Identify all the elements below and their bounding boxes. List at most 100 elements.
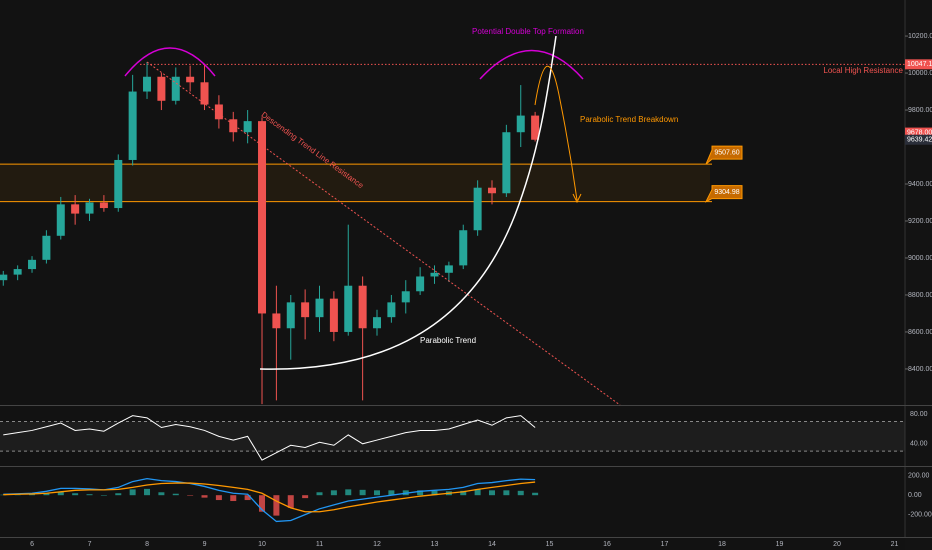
candle-body (416, 276, 425, 292)
macd-histogram-bar (187, 495, 194, 496)
y-tick-label: 8800.00 (908, 292, 932, 299)
y-tick-label: 10000.00 (908, 70, 932, 77)
candle-body (28, 259, 37, 270)
macd-macd-line (3, 478, 536, 523)
macd-histogram-bar (215, 495, 222, 501)
price-label: 9678.00 (907, 129, 932, 136)
candle-body (329, 298, 338, 332)
macd-histogram-bar (172, 493, 179, 496)
breakdown-curve (534, 65, 578, 201)
y-tick-label: 9000.00 (908, 255, 932, 262)
x-tick-label: 18 (718, 541, 726, 548)
macd-histogram-bar (316, 492, 323, 496)
candle-body (531, 115, 540, 140)
macd-histogram-bar (72, 493, 79, 496)
macd-histogram-bar (230, 495, 237, 502)
x-tick-label: 16 (603, 541, 611, 548)
rsi-tick-label: 80.00 (910, 411, 928, 418)
macd-histogram-bar (144, 488, 151, 496)
candle-body (516, 115, 525, 133)
labels-layer: 8400.008600.008800.009000.009200.009400.… (30, 33, 932, 548)
price-axis-area (905, 0, 932, 550)
macd-histogram-bar (517, 490, 524, 496)
price-tag (905, 127, 932, 138)
macd-histogram-bar (417, 490, 424, 496)
double-top-arc (124, 47, 216, 77)
macd-signal-line (3, 481, 536, 513)
annotation: Potential Double Top Formation (472, 27, 584, 36)
macd-histogram-bar (287, 495, 294, 508)
candle-body (243, 121, 252, 133)
macd-tick-label: 200.00 (908, 473, 930, 480)
macd-histogram-bar (14, 494, 21, 496)
rsi-line (3, 415, 536, 461)
rsi-tick-label: 40.00 (910, 441, 928, 448)
x-tick-label: 10 (258, 541, 266, 548)
level-label: 9507.60 (714, 149, 739, 156)
resistance-tag (905, 59, 932, 70)
level-label: 9304.98 (714, 189, 739, 196)
macd-histogram-bar (115, 493, 122, 496)
macd-histogram-bar (273, 495, 280, 516)
x-tick-label: 11 (316, 541, 323, 548)
y-tick-label: 8400.00 (908, 366, 932, 373)
macd-histogram-bar (100, 495, 107, 496)
x-tick-label: 8 (145, 541, 149, 548)
macd-histogram-bar (244, 495, 251, 501)
candle-body (71, 204, 80, 214)
price-label: 9639.42 (907, 137, 932, 144)
x-tick-label: 15 (546, 541, 554, 548)
macd-tick-label: 0.00 (908, 492, 922, 499)
macd-histogram-bar (57, 491, 64, 496)
double-top-arc (479, 49, 584, 80)
x-tick-label: 14 (488, 541, 496, 548)
macd-histogram-bar (302, 495, 309, 499)
macd-histogram-bar (532, 492, 539, 496)
macd-histogram-bar (158, 492, 165, 496)
candle-body (128, 91, 137, 160)
macd-histogram-bar (374, 490, 381, 496)
candle-body (214, 104, 223, 120)
macd-histogram-bar (0, 494, 7, 496)
x-tick-label: 6 (30, 541, 34, 548)
candle-body (301, 302, 310, 318)
annotation: Parabolic Trend Breakdown (580, 115, 678, 124)
resistance-label: 10047.16 (907, 61, 932, 68)
macd-histogram-bar (259, 495, 266, 512)
candle-body (157, 76, 166, 101)
candle-body (114, 159, 123, 209)
x-tick-label: 17 (661, 541, 669, 548)
macd-histogram-bar (29, 494, 36, 496)
candle-body (42, 235, 51, 260)
x-tick-label: 7 (88, 541, 92, 548)
candle-body (258, 121, 267, 314)
x-tick-label: 9 (203, 541, 207, 548)
price-tag (905, 134, 932, 145)
x-tick-label: 13 (431, 541, 439, 548)
candle-body (459, 230, 468, 266)
macd-histogram-bar (129, 489, 136, 496)
x-tick-label: 12 (373, 541, 381, 548)
y-tick-label: 8600.00 (908, 329, 932, 336)
candle-body (229, 119, 238, 133)
candle-body (0, 274, 8, 281)
annotation: Parabolic Trend (420, 336, 476, 345)
descending-trend-line (146, 61, 621, 406)
candle-body (430, 272, 439, 277)
macd-histogram-bar (359, 489, 366, 496)
candle-body (315, 298, 324, 318)
x-tick-label: 21 (891, 541, 899, 548)
arrow-head (572, 193, 582, 204)
candle-body (99, 202, 108, 209)
candle-body (488, 187, 497, 194)
candle-body (272, 313, 281, 329)
macd-histogram-bar (474, 489, 481, 496)
rsi-band (0, 421, 905, 452)
annotation: Local High Resistance (823, 66, 903, 75)
candle-body (373, 317, 382, 329)
candle-body (286, 302, 295, 329)
macd-histogram-bar (201, 495, 208, 498)
y-tick-label: 10200.00 (908, 33, 932, 40)
